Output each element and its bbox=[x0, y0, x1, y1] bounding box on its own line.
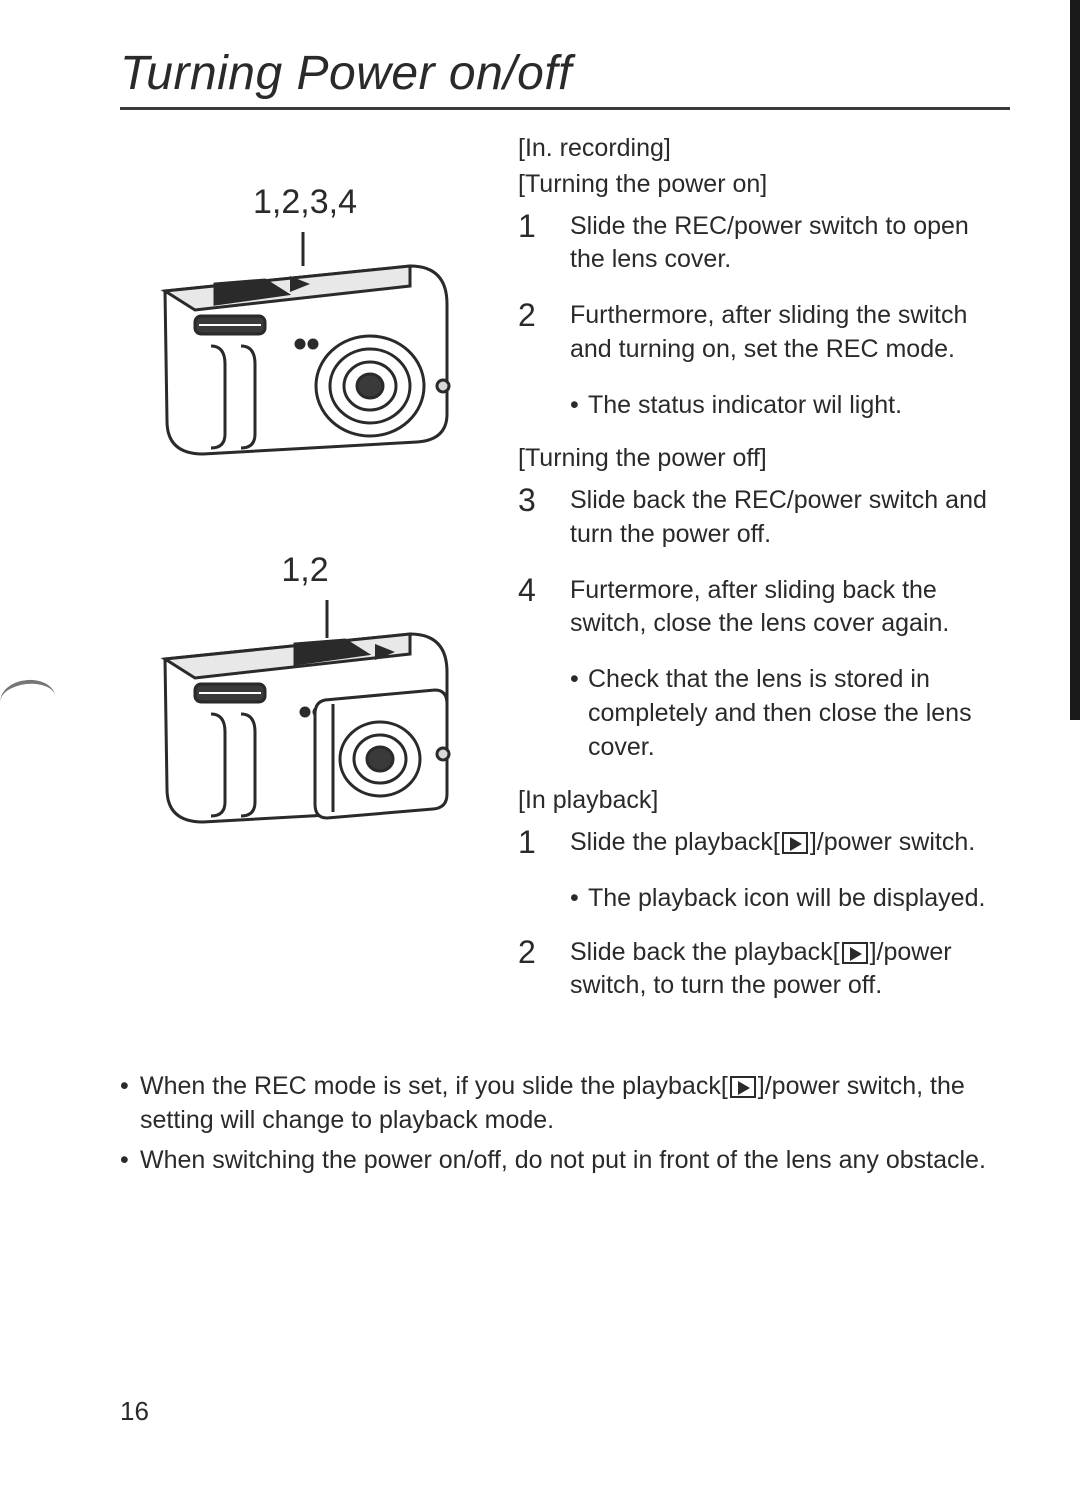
step-text: Furthermore, after sliding the switch an… bbox=[570, 299, 1010, 367]
figure-2: 1,2 bbox=[120, 551, 490, 829]
step-text: Slide the playback[ ]/power switch. bbox=[570, 826, 1010, 860]
step-text: Furtermore, after sliding back the switc… bbox=[570, 574, 1010, 642]
text-part: Slide back the playback[ bbox=[570, 938, 840, 966]
note-1: • When the REC mode is set, if you slide… bbox=[120, 1070, 1010, 1138]
section-power-off: [Turning the power off] bbox=[518, 442, 1010, 476]
playback-step-1-note: • The playback icon will be displayed. bbox=[570, 882, 1010, 916]
bottom-notes: • When the REC mode is set, if you slide… bbox=[120, 1070, 1010, 1177]
step-3: 3 Slide back the REC/power switch and tu… bbox=[518, 484, 1010, 552]
two-column-layout: 1,2,3,4 bbox=[120, 128, 1010, 1025]
step-2-note: • The status indicator wil light. bbox=[570, 389, 1010, 423]
playback-icon bbox=[842, 942, 868, 964]
text-part: Slide the playback[ bbox=[570, 828, 780, 856]
note-text: When switching the power on/off, do not … bbox=[140, 1144, 1010, 1178]
step-number: 3 bbox=[518, 484, 570, 518]
page-number: 16 bbox=[120, 1396, 149, 1427]
camera-front-closed-icon bbox=[155, 594, 455, 824]
step-number: 4 bbox=[518, 574, 570, 608]
step-4: 4 Furtermore, after sliding back the swi… bbox=[518, 574, 1010, 642]
note-text: Check that the lens is stored in complet… bbox=[588, 663, 1010, 764]
bullet-icon: • bbox=[570, 882, 588, 916]
figure-1-label: 1,2,3,4 bbox=[120, 183, 490, 222]
playback-step-2: 2 Slide back the playback[]/power switch… bbox=[518, 936, 1010, 1004]
playback-icon bbox=[730, 1076, 756, 1098]
text-part: ]/power switch. bbox=[810, 828, 975, 856]
section-recording: [In. recording] bbox=[518, 132, 1010, 166]
figure-2-label: 1,2 bbox=[120, 551, 490, 590]
step-number: 2 bbox=[518, 299, 570, 333]
instructions-column: [In. recording] [Turning the power on] 1… bbox=[518, 128, 1010, 1025]
step-number: 1 bbox=[518, 826, 570, 860]
section-power-on: [Turning the power on] bbox=[518, 168, 1010, 202]
step-text: Slide back the REC/power switch and turn… bbox=[570, 484, 1010, 552]
step-number: 2 bbox=[518, 936, 570, 970]
scan-edge bbox=[1070, 0, 1080, 720]
text-part: When the REC mode is set, if you slide t… bbox=[140, 1072, 728, 1100]
note-2: • When switching the power on/off, do no… bbox=[120, 1144, 1010, 1178]
note-text: The status indicator wil light. bbox=[588, 389, 1010, 423]
bullet-icon: • bbox=[570, 663, 588, 764]
step-4-note: • Check that the lens is stored in compl… bbox=[570, 663, 1010, 764]
camera-front-open-icon bbox=[155, 226, 455, 456]
playback-step-1: 1 Slide the playback[ ]/power switch. bbox=[518, 826, 1010, 860]
bullet-icon: • bbox=[120, 1070, 140, 1138]
playback-icon bbox=[782, 832, 808, 854]
manual-page: Turning Power on/off 1,2,3,4 bbox=[0, 0, 1080, 1507]
step-text: Slide back the playback[]/power switch, … bbox=[570, 936, 1010, 1004]
figure-1: 1,2,3,4 bbox=[120, 183, 490, 461]
step-2: 2 Furthermore, after sliding the switch … bbox=[518, 299, 1010, 367]
step-text: Slide the REC/power switch to open the l… bbox=[570, 210, 1010, 278]
note-text: The playback icon will be displayed. bbox=[588, 882, 1010, 916]
scan-mark bbox=[0, 677, 56, 713]
bullet-icon: • bbox=[570, 389, 588, 423]
step-1: 1 Slide the REC/power switch to open the… bbox=[518, 210, 1010, 278]
figures-column: 1,2,3,4 bbox=[120, 128, 490, 1025]
bullet-icon: • bbox=[120, 1144, 140, 1178]
note-text: When the REC mode is set, if you slide t… bbox=[140, 1070, 1010, 1138]
step-number: 1 bbox=[518, 210, 570, 244]
page-title: Turning Power on/off bbox=[120, 46, 1010, 110]
section-playback: [In playback] bbox=[518, 784, 1010, 818]
